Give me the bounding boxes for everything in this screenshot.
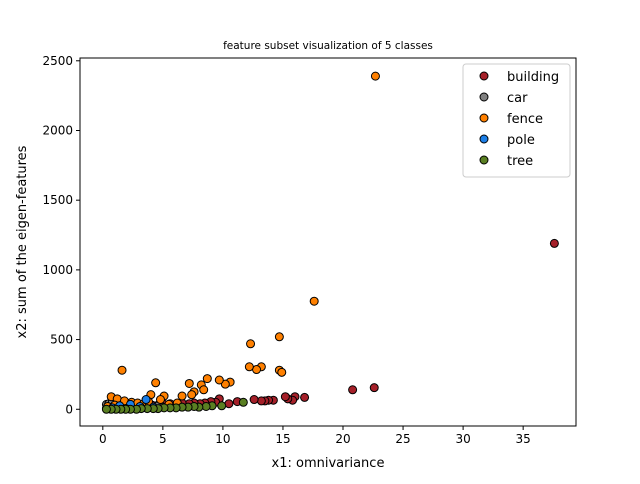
data-point-building xyxy=(300,392,310,402)
x-tick-label: 30 xyxy=(455,432,470,446)
y-tick-label: 1000 xyxy=(42,263,73,277)
data-point-fence xyxy=(155,395,165,405)
legend-label-fence: fence xyxy=(507,112,543,127)
data-point-tree xyxy=(101,404,111,414)
y-axis: 0 500 1000 1500 2000 2500 xyxy=(42,54,80,416)
data-point-fence xyxy=(244,362,254,372)
data-point-building xyxy=(549,238,559,248)
data-point-fence xyxy=(187,390,197,400)
x-axis: 0 5 10 15 20 25 30 35 xyxy=(99,426,531,446)
y-tick-label: 1500 xyxy=(42,193,73,207)
data-point-tree xyxy=(217,401,227,411)
legend-label-tree: tree xyxy=(507,154,533,169)
series-tree xyxy=(101,397,248,414)
legend-marker-pole xyxy=(479,134,489,144)
data-point-tree xyxy=(238,397,248,407)
y-tick-label: 0 xyxy=(65,402,73,416)
data-point-fence xyxy=(151,378,161,388)
data-point-fence xyxy=(246,339,256,349)
x-tick-label: 5 xyxy=(159,432,167,446)
data-point-pole xyxy=(141,395,151,405)
legend-marker-fence xyxy=(479,113,489,123)
x-tick-label: 20 xyxy=(335,432,350,446)
data-point-fence xyxy=(177,391,187,401)
legend-box xyxy=(462,63,571,178)
legend-label-car: car xyxy=(507,91,528,106)
data-point-fence xyxy=(309,296,319,306)
chart-title: feature subset visualization of 5 classe… xyxy=(223,40,433,52)
plot-frame xyxy=(79,57,577,427)
x-tick-label: 10 xyxy=(215,432,230,446)
data-point-building xyxy=(256,396,266,406)
legend: building car fence pole tree xyxy=(462,63,571,178)
x-tick-label: 0 xyxy=(99,432,107,446)
data-point-fence xyxy=(220,379,230,389)
data-point-fence xyxy=(117,365,127,375)
legend-marker-building xyxy=(479,71,489,81)
data-point-building xyxy=(249,395,259,405)
data-point-fence xyxy=(370,71,380,81)
y-axis-label: x2: sum of the eigen-features xyxy=(15,145,30,338)
data-point-building xyxy=(369,383,379,393)
x-tick-label: 25 xyxy=(395,432,410,446)
data-point-fence xyxy=(214,375,224,385)
data-point-fence xyxy=(199,385,209,395)
data-point-fence xyxy=(277,367,287,377)
legend-marker-car xyxy=(479,92,489,102)
x-tick-label: 15 xyxy=(275,432,290,446)
legend-label-pole: pole xyxy=(507,133,535,148)
legend-label-building: building xyxy=(507,70,559,85)
y-tick-label: 500 xyxy=(50,333,73,347)
x-axis-label: x1: omnivariance xyxy=(272,456,385,471)
x-tick-label: 35 xyxy=(516,432,531,446)
plot-area xyxy=(101,71,559,414)
data-point-fence xyxy=(202,374,212,384)
data-point-fence xyxy=(184,378,194,388)
data-point-building xyxy=(280,392,290,402)
legend-marker-tree xyxy=(479,155,489,165)
y-tick-label: 2500 xyxy=(42,54,73,68)
data-point-building xyxy=(348,385,358,395)
y-tick-label: 2000 xyxy=(42,123,73,137)
data-point-fence xyxy=(274,332,284,342)
